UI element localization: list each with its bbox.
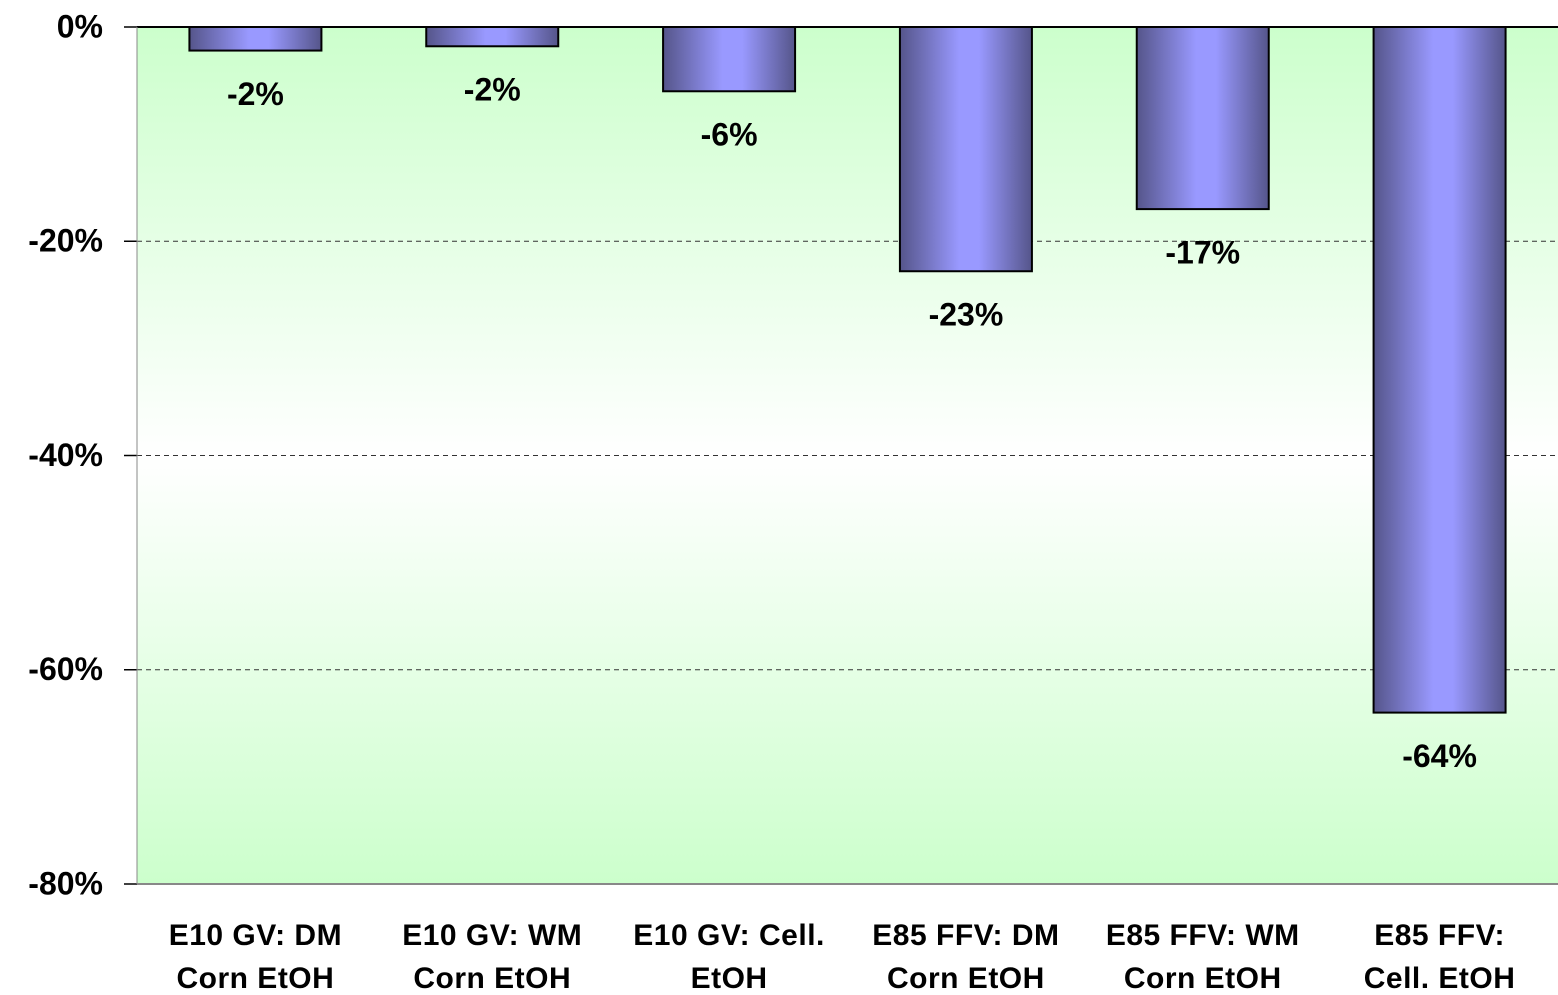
data-label: -2%: [227, 76, 284, 112]
x-tick-label: E85 FFV: WM Corn EtOH: [1105, 919, 1300, 995]
bar: [188, 26, 323, 52]
data-label: -6%: [701, 117, 758, 153]
x-tick-label: E85 FFV: DM Corn EtOH: [872, 919, 1060, 995]
bar: [1135, 26, 1270, 211]
bar: [425, 26, 560, 48]
bar: [662, 26, 797, 93]
x-tick-label: E10 GV: WM Corn EtOH: [402, 919, 583, 995]
y-tick-label: 0%: [57, 8, 103, 44]
y-tick-label: -20%: [28, 223, 103, 259]
data-label: -17%: [1165, 235, 1240, 271]
bar: [898, 26, 1033, 273]
x-tick-label: E10 GV: DM Corn EtOH: [168, 919, 343, 995]
data-label: -64%: [1402, 738, 1477, 774]
y-tick-label: -40%: [28, 437, 103, 473]
y-tick-label: -80%: [28, 865, 103, 901]
data-label: -23%: [929, 297, 1004, 333]
x-tick-label: E10 GV: Cell. EtOH: [633, 919, 825, 995]
data-label: -2%: [464, 72, 521, 108]
y-tick-label: -60%: [28, 651, 103, 687]
x-tick-label: E85 FFV: Cell. EtOH: [1363, 919, 1516, 995]
bar: [1372, 26, 1507, 714]
